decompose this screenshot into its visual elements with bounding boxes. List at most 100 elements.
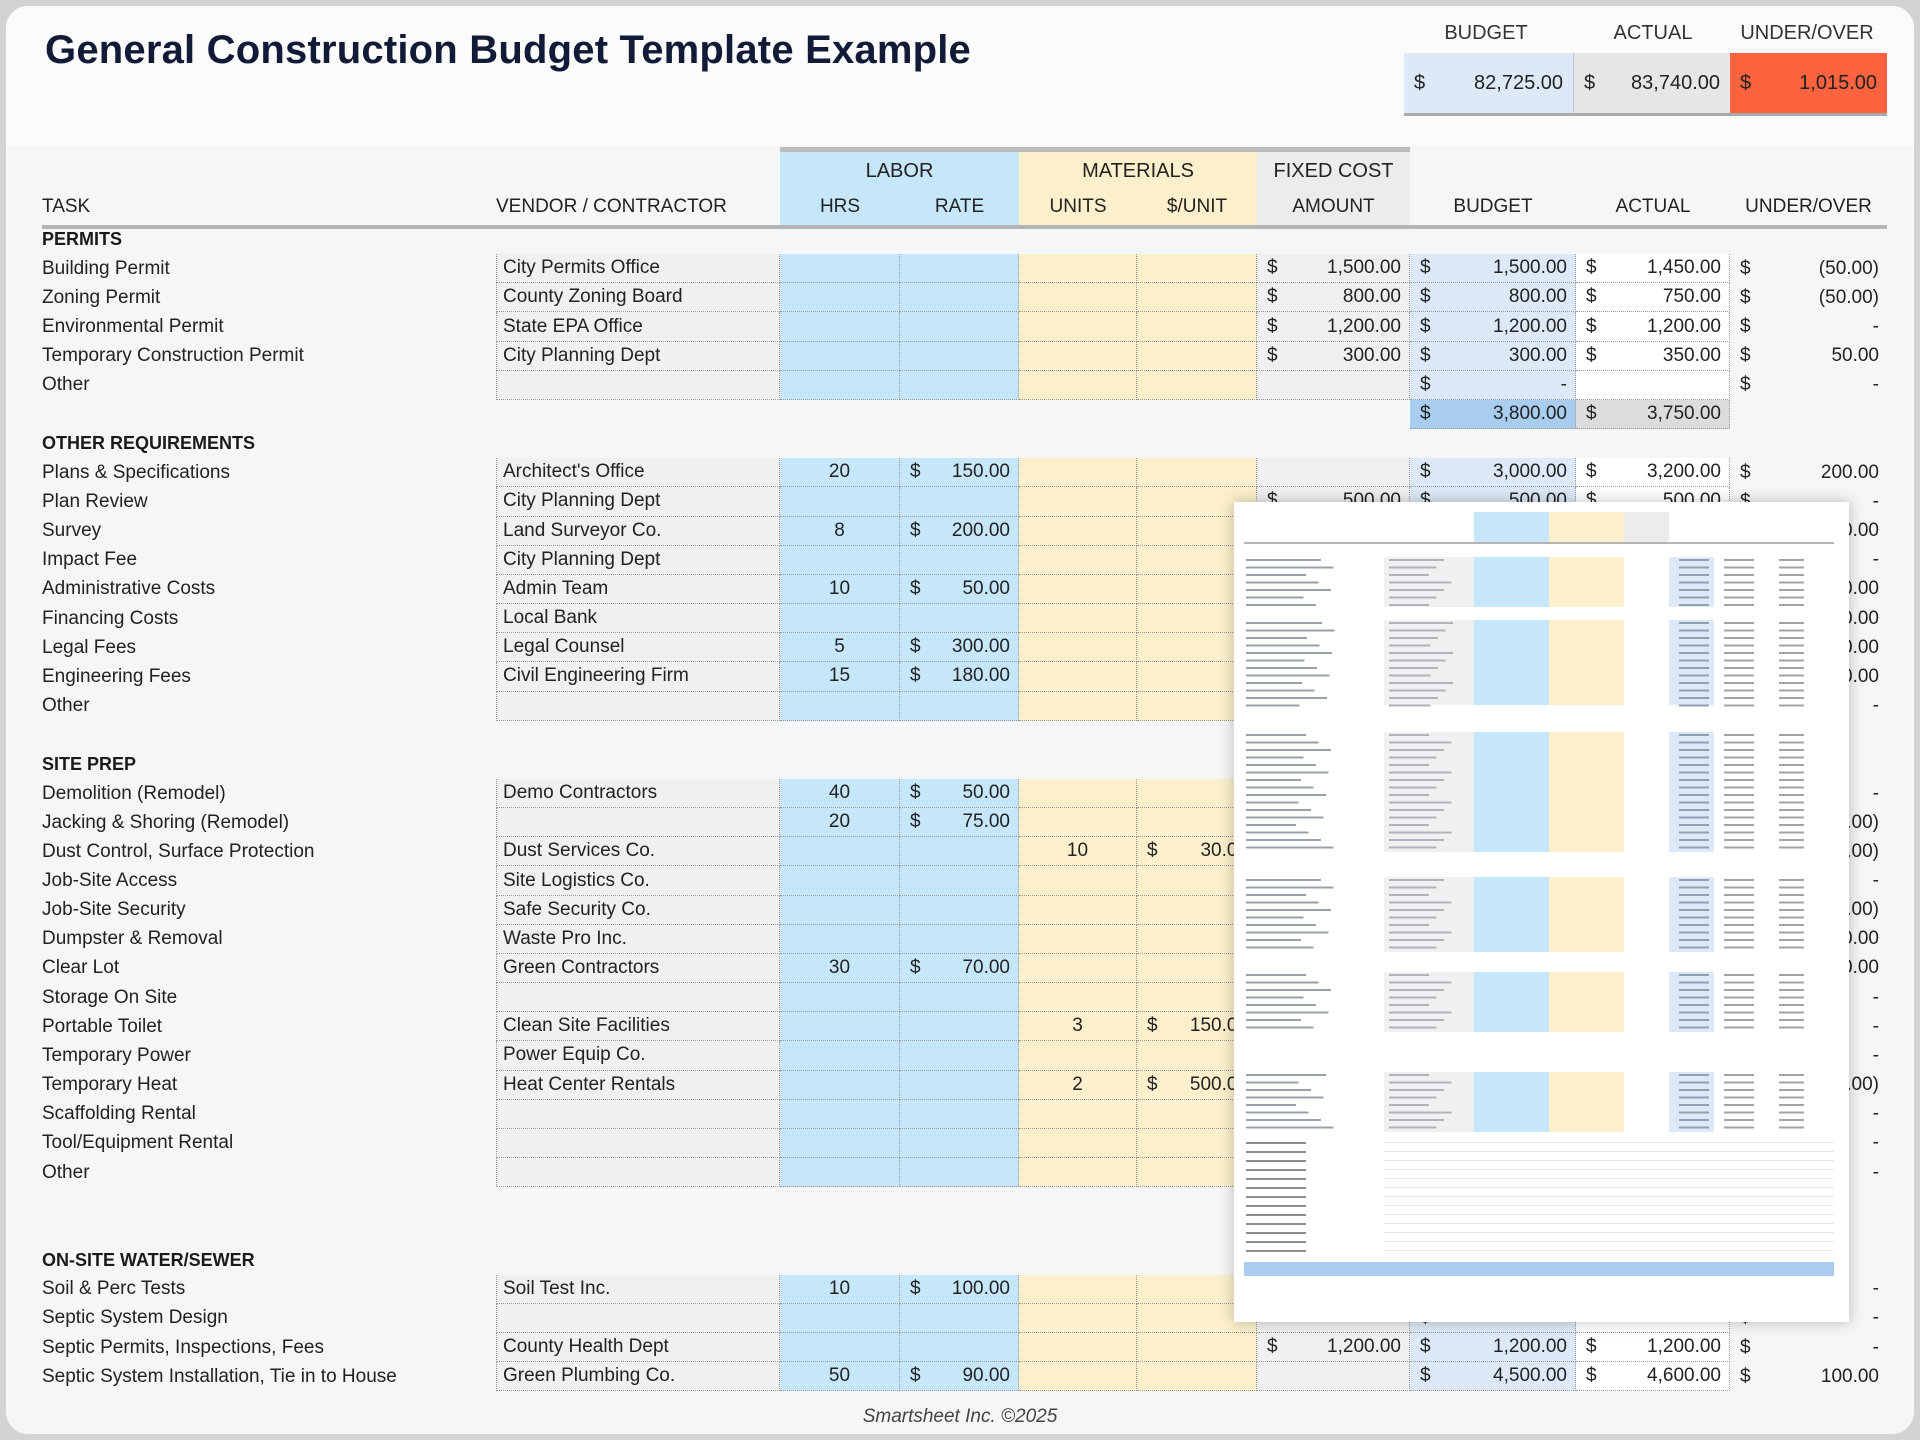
subtotal-budget[interactable]: $3,800.00 [1410, 399, 1576, 430]
rate-cell[interactable]: $100.00 [900, 1274, 1019, 1304]
rate-cell[interactable] [900, 545, 1019, 575]
actual-cell[interactable]: $4,600.00 [1576, 1362, 1730, 1392]
hrs-cell[interactable] [780, 254, 900, 284]
unit-cost-cell[interactable] [1137, 370, 1257, 400]
rate-cell[interactable] [900, 1099, 1019, 1129]
units-cell[interactable] [1019, 1332, 1137, 1363]
actual-cell[interactable]: $1,200.00 [1576, 1332, 1730, 1363]
unit-cost-cell[interactable] [1137, 254, 1257, 284]
rate-cell[interactable] [900, 1012, 1019, 1042]
units-cell[interactable] [1019, 574, 1137, 605]
rate-cell[interactable]: $150.00 [900, 458, 1019, 488]
units-cell[interactable] [1019, 283, 1137, 313]
fixed-amount-cell[interactable]: $1,200.00 [1257, 1332, 1410, 1363]
hrs-cell[interactable] [780, 1158, 900, 1188]
hrs-cell[interactable]: 8 [780, 516, 900, 546]
vendor-cell[interactable]: Site Logistics Co. [496, 866, 780, 896]
unit-cost-cell[interactable] [1137, 1332, 1257, 1363]
vendor-cell[interactable]: State EPA Office [496, 312, 780, 342]
vendor-cell[interactable]: City Planning Dept [496, 487, 780, 517]
hrs-cell[interactable] [780, 1332, 900, 1363]
vendor-cell[interactable]: Civil Engineering Firm [496, 662, 780, 692]
units-cell[interactable] [1019, 924, 1137, 954]
fixed-amount-cell[interactable] [1257, 458, 1410, 488]
vendor-cell[interactable]: County Health Dept [496, 1332, 780, 1363]
vendor-cell[interactable]: Clean Site Facilities [496, 1012, 780, 1042]
hrs-cell[interactable] [780, 341, 900, 371]
units-cell[interactable] [1019, 1158, 1137, 1188]
units-cell[interactable]: 10 [1019, 837, 1137, 867]
unit-cost-cell[interactable] [1137, 312, 1257, 342]
vendor-cell[interactable]: Dust Services Co. [496, 837, 780, 867]
actual-cell[interactable] [1576, 370, 1730, 400]
units-cell[interactable] [1019, 487, 1137, 517]
rate-cell[interactable] [900, 487, 1019, 517]
rate-cell[interactable] [900, 1303, 1019, 1333]
units-cell[interactable] [1019, 545, 1137, 575]
vendor-cell[interactable]: Heat Center Rentals [496, 1070, 780, 1100]
actual-cell[interactable]: $750.00 [1576, 283, 1730, 313]
vendor-cell[interactable] [496, 983, 780, 1013]
hrs-cell[interactable] [780, 370, 900, 400]
unit-cost-cell[interactable] [1137, 341, 1257, 371]
budget-cell[interactable]: $- [1410, 370, 1576, 400]
units-cell[interactable] [1019, 778, 1137, 809]
hrs-cell[interactable] [780, 866, 900, 896]
vendor-cell[interactable] [496, 370, 780, 400]
units-cell[interactable] [1019, 953, 1137, 984]
hrs-cell[interactable]: 30 [780, 953, 900, 984]
hrs-cell[interactable] [780, 983, 900, 1013]
vendor-cell[interactable]: Legal Counsel [496, 633, 780, 663]
vendor-cell[interactable] [496, 691, 780, 721]
vendor-cell[interactable]: Power Equip Co. [496, 1041, 780, 1071]
rate-cell[interactable]: $75.00 [900, 808, 1019, 838]
vendor-cell[interactable]: City Planning Dept [496, 545, 780, 575]
budget-cell[interactable]: $300.00 [1410, 341, 1576, 371]
fixed-amount-cell[interactable] [1257, 1362, 1410, 1392]
unit-cost-cell[interactable] [1137, 458, 1257, 488]
hrs-cell[interactable] [780, 1303, 900, 1333]
budget-cell[interactable]: $1,200.00 [1410, 312, 1576, 342]
hrs-cell[interactable]: 20 [780, 458, 900, 488]
units-cell[interactable] [1019, 1128, 1137, 1158]
units-cell[interactable] [1019, 1274, 1137, 1304]
units-cell[interactable] [1019, 1303, 1137, 1333]
budget-cell[interactable]: $800.00 [1410, 283, 1576, 313]
rate-cell[interactable]: $90.00 [900, 1362, 1019, 1392]
hrs-cell[interactable]: 40 [780, 778, 900, 809]
hrs-cell[interactable]: 10 [780, 574, 900, 605]
units-cell[interactable] [1019, 341, 1137, 371]
hrs-cell[interactable]: 15 [780, 662, 900, 692]
rate-cell[interactable] [900, 1128, 1019, 1158]
units-cell[interactable] [1019, 516, 1137, 546]
vendor-cell[interactable]: County Zoning Board [496, 283, 780, 313]
budget-cell[interactable]: $3,000.00 [1410, 458, 1576, 488]
hrs-cell[interactable] [780, 283, 900, 313]
vendor-cell[interactable]: Waste Pro Inc. [496, 924, 780, 954]
hrs-cell[interactable]: 20 [780, 808, 900, 838]
under-over-cell[interactable]: $ (50.00) [1730, 283, 1887, 312]
hrs-cell[interactable] [780, 1012, 900, 1042]
hrs-cell[interactable] [780, 837, 900, 867]
summary-actual-cell[interactable]: $83,740.00 [1574, 53, 1730, 116]
units-cell[interactable] [1019, 983, 1137, 1013]
summary-under-over-cell[interactable]: $1,015.00 [1730, 53, 1887, 116]
rate-cell[interactable] [900, 1070, 1019, 1100]
units-cell[interactable] [1019, 254, 1137, 284]
hrs-cell[interactable]: 5 [780, 633, 900, 663]
unit-cost-cell[interactable]: $500.00 [1137, 1070, 1257, 1100]
vendor-cell[interactable] [496, 808, 780, 838]
vendor-cell[interactable]: Admin Team [496, 574, 780, 605]
hrs-cell[interactable] [780, 312, 900, 342]
rate-cell[interactable] [900, 254, 1019, 284]
fixed-amount-cell[interactable]: $1,500.00 [1257, 254, 1410, 284]
under-over-cell[interactable]: $ (50.00) [1730, 254, 1887, 283]
hrs-cell[interactable] [780, 924, 900, 954]
units-cell[interactable]: 2 [1019, 1070, 1137, 1100]
fixed-amount-cell[interactable] [1257, 370, 1410, 400]
vendor-cell[interactable]: Green Contractors [496, 953, 780, 984]
actual-cell[interactable]: $350.00 [1576, 341, 1730, 371]
under-over-cell[interactable]: $- [1730, 1333, 1887, 1362]
units-cell[interactable] [1019, 370, 1137, 400]
units-cell[interactable] [1019, 1099, 1137, 1129]
